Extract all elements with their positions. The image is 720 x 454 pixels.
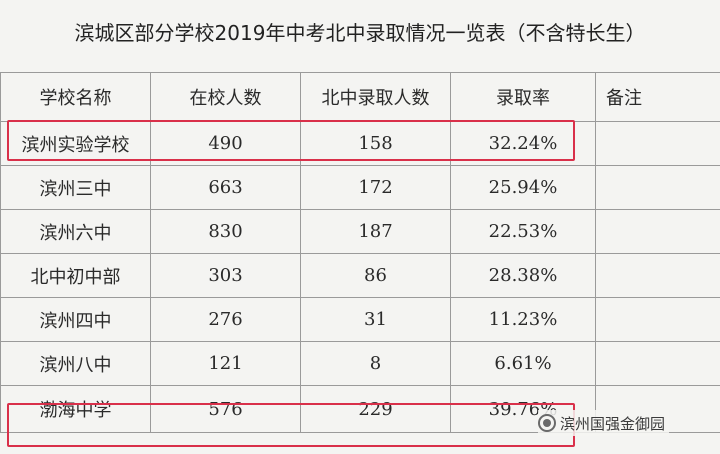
header-row: 学校名称 在校人数 北中录取人数 录取率 备注: [0, 72, 720, 122]
school-name: 滨州四中: [0, 297, 151, 342]
student-count: 663: [150, 165, 301, 210]
header-students: 在校人数: [150, 72, 301, 122]
admission-rate: 22.53%: [450, 209, 596, 254]
student-count: 576: [150, 385, 301, 433]
student-count: 830: [150, 209, 301, 254]
header-admitted: 北中录取人数: [300, 72, 451, 122]
header-school: 学校名称: [0, 72, 151, 122]
wechat-channel-icon: [538, 414, 556, 432]
student-count: 490: [150, 121, 301, 166]
header-rate: 录取率: [450, 72, 596, 122]
note-cell: [595, 165, 720, 210]
header-note: 备注: [595, 72, 720, 122]
watermark-text: 滨州国强金御园: [560, 414, 666, 433]
admission-table: 学校名称 在校人数 北中录取人数 录取率 备注 滨州实验学校 490 158 3…: [0, 72, 720, 433]
student-count: 121: [150, 341, 301, 386]
watermark: 滨州国强金御园: [538, 410, 670, 436]
school-name: 滨州六中: [0, 209, 151, 254]
table-row: 滨州三中 663 172 25.94%: [0, 165, 720, 210]
table-row: 滨州四中 276 31 11.23%: [0, 297, 720, 342]
admission-rate: 32.24%: [450, 121, 596, 166]
note-cell: [595, 297, 720, 342]
table-row: 北中初中部 303 86 28.38%: [0, 253, 720, 298]
note-cell: [595, 341, 720, 386]
admitted-count: 172: [300, 165, 451, 210]
admitted-count: 229: [300, 385, 451, 433]
page-title: 滨城区部分学校2019年中考北中录取情况一览表（不含特长生）: [74, 20, 646, 45]
school-name: 渤海中学: [0, 385, 151, 433]
admission-rate: 11.23%: [450, 297, 596, 342]
note-cell: [595, 209, 720, 254]
table-row: 滨州八中 121 8 6.61%: [0, 341, 720, 386]
table-row: 滨州实验学校 490 158 32.24%: [0, 121, 720, 166]
admitted-count: 158: [300, 121, 451, 166]
admitted-count: 86: [300, 253, 451, 298]
admitted-count: 31: [300, 297, 451, 342]
admission-rate: 28.38%: [450, 253, 596, 298]
school-name: 北中初中部: [0, 253, 151, 298]
school-name: 滨州实验学校: [0, 121, 151, 166]
table-row: 滨州六中 830 187 22.53%: [0, 209, 720, 254]
admitted-count: 187: [300, 209, 451, 254]
note-cell: [595, 253, 720, 298]
admission-rate: 6.61%: [450, 341, 596, 386]
student-count: 276: [150, 297, 301, 342]
school-name: 滨州八中: [0, 341, 151, 386]
admitted-count: 8: [300, 341, 451, 386]
student-count: 303: [150, 253, 301, 298]
note-cell: [595, 121, 720, 166]
admission-rate: 25.94%: [450, 165, 596, 210]
school-name: 滨州三中: [0, 165, 151, 210]
